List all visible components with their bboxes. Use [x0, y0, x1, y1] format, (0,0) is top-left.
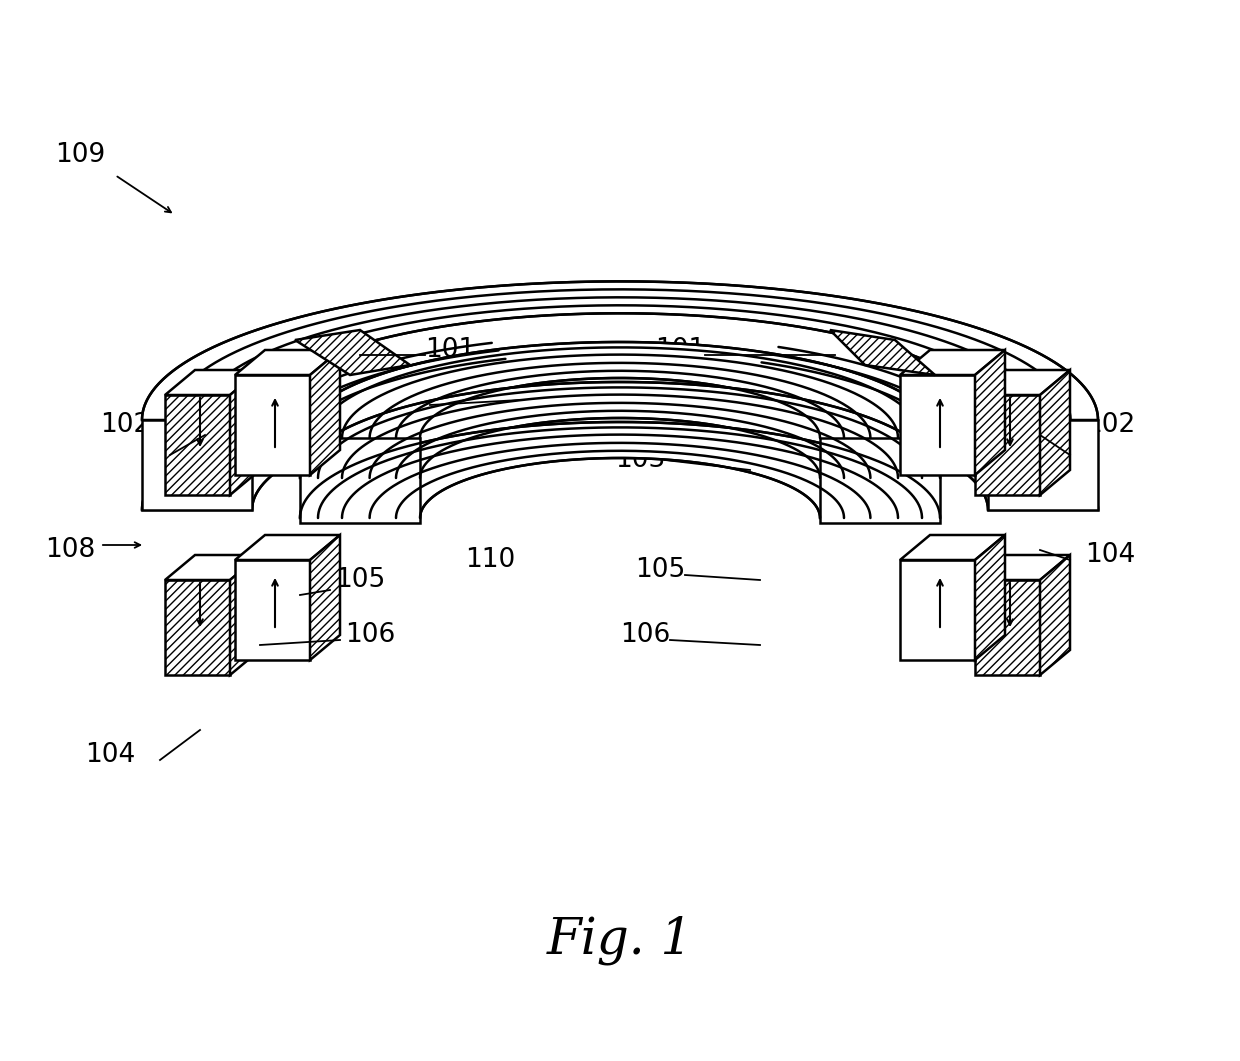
- Text: 110: 110: [465, 547, 515, 573]
- Text: 104: 104: [84, 742, 135, 768]
- Polygon shape: [229, 370, 260, 495]
- Polygon shape: [975, 580, 1040, 675]
- Polygon shape: [236, 375, 310, 475]
- Polygon shape: [310, 350, 340, 475]
- Polygon shape: [900, 560, 975, 660]
- Polygon shape: [975, 395, 1040, 495]
- Text: 103: 103: [520, 382, 570, 408]
- Polygon shape: [143, 420, 252, 510]
- Polygon shape: [300, 382, 940, 479]
- Polygon shape: [236, 350, 340, 375]
- Text: 106: 106: [345, 622, 396, 648]
- Polygon shape: [830, 330, 935, 375]
- Text: 106: 106: [620, 622, 670, 648]
- Polygon shape: [165, 395, 229, 495]
- Polygon shape: [988, 420, 1097, 510]
- Text: Fig. 1: Fig. 1: [547, 916, 693, 964]
- Polygon shape: [820, 438, 940, 523]
- Text: 101: 101: [425, 337, 475, 363]
- Text: 105: 105: [335, 567, 386, 593]
- Text: 109: 109: [55, 142, 105, 168]
- Polygon shape: [236, 535, 340, 560]
- Polygon shape: [165, 370, 260, 395]
- Polygon shape: [1040, 370, 1070, 495]
- Text: 108: 108: [45, 537, 95, 563]
- Polygon shape: [900, 535, 1004, 560]
- Polygon shape: [165, 555, 260, 580]
- Text: 104: 104: [1085, 542, 1135, 568]
- Polygon shape: [295, 330, 410, 375]
- Polygon shape: [143, 371, 1097, 510]
- Polygon shape: [975, 555, 1070, 580]
- Polygon shape: [975, 535, 1004, 660]
- Polygon shape: [310, 535, 340, 660]
- Text: 102: 102: [1085, 412, 1135, 438]
- Text: 105: 105: [635, 557, 686, 582]
- Polygon shape: [975, 350, 1004, 475]
- Text: 101: 101: [655, 337, 706, 363]
- Polygon shape: [229, 555, 260, 675]
- Polygon shape: [1040, 555, 1070, 675]
- Polygon shape: [143, 281, 1097, 420]
- Text: 103: 103: [615, 447, 665, 473]
- Polygon shape: [165, 580, 229, 675]
- Polygon shape: [975, 370, 1070, 395]
- Polygon shape: [300, 438, 420, 523]
- Polygon shape: [900, 350, 1004, 375]
- Text: 102: 102: [100, 412, 150, 438]
- Polygon shape: [900, 375, 975, 475]
- Polygon shape: [300, 342, 940, 438]
- Polygon shape: [300, 422, 940, 518]
- Polygon shape: [236, 560, 310, 660]
